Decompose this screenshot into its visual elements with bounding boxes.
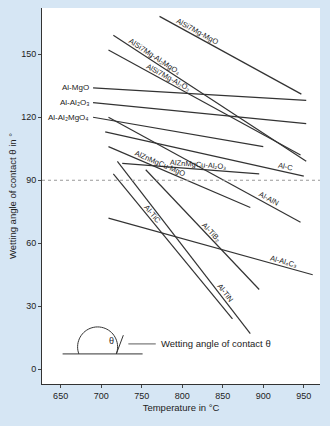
- svg-text:AlSi7Mg-Al₂O₃: AlSi7Mg-Al₂O₃: [145, 62, 192, 93]
- svg-text:0: 0: [31, 364, 36, 374]
- svg-text:700: 700: [94, 391, 109, 401]
- svg-text:AlSi7Mg-Al₂MgO₄: AlSi7Mg-Al₂MgO₄: [127, 36, 182, 76]
- svg-text:Al-TiB₂: Al-TiB₂: [200, 221, 222, 244]
- svg-text:90: 90: [26, 175, 36, 185]
- svg-text:Al-Al₂MgO₄: Al-Al₂MgO₄: [48, 113, 89, 122]
- svg-text:650: 650: [53, 391, 68, 401]
- svg-text:60: 60: [26, 238, 36, 248]
- svg-text:AlZnMgCu-Al₂O₃: AlZnMgCu-Al₂O₃: [170, 158, 227, 171]
- svg-text:750: 750: [134, 391, 149, 401]
- svg-text:Al-C: Al-C: [277, 161, 294, 173]
- svg-text:950: 950: [296, 391, 311, 401]
- svg-text:800: 800: [175, 391, 190, 401]
- svg-text:Al-MgO: Al-MgO: [62, 83, 89, 92]
- svg-text:120: 120: [21, 112, 36, 122]
- svg-text:Al-TiN: Al-TiN: [215, 282, 235, 304]
- svg-text:Al-AlN: Al-AlN: [257, 190, 280, 208]
- svg-text:30: 30: [26, 301, 36, 311]
- svg-text:Temperature in °C: Temperature in °C: [143, 402, 220, 413]
- svg-text:850: 850: [215, 391, 230, 401]
- svg-text:Al-Al₄C₃: Al-Al₄C₃: [269, 254, 298, 270]
- svg-text:Wetting angle of contact θ: Wetting angle of contact θ: [161, 338, 271, 349]
- svg-text:900: 900: [256, 391, 271, 401]
- svg-text:Wetting angle of contact θ in: Wetting angle of contact θ in °: [7, 133, 18, 259]
- svg-text:AlZnMgCu-MgO: AlZnMgCu-MgO: [133, 149, 186, 179]
- svg-text:AlSi7Mg-MgO: AlSi7Mg-MgO: [175, 16, 220, 46]
- svg-text:Al-TiC: Al-TiC: [142, 203, 162, 225]
- svg-text:150: 150: [21, 49, 36, 59]
- svg-text:Al-Al₂O₃: Al-Al₂O₃: [60, 98, 89, 107]
- svg-text:θ: θ: [109, 336, 114, 346]
